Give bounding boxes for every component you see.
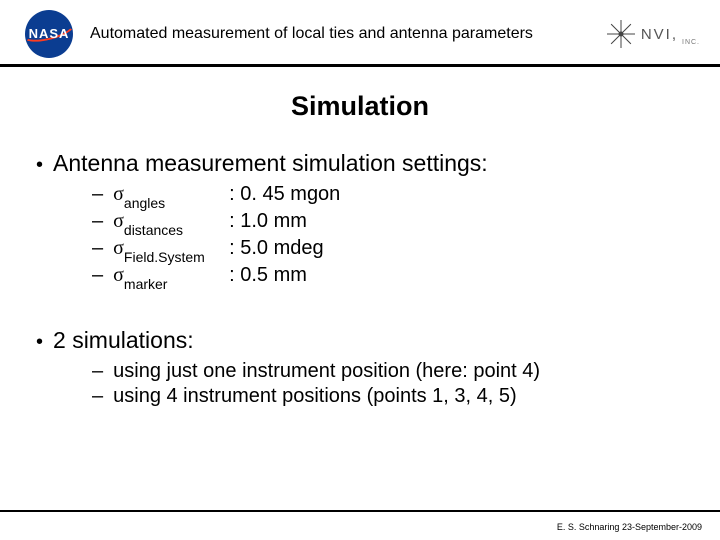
bullet-dot-icon: • xyxy=(36,155,43,175)
sigma-value: : 0. 45 mgon xyxy=(229,183,340,206)
dash-icon: – xyxy=(92,264,103,287)
content: • Antenna measurement simulation setting… xyxy=(0,122,720,408)
bullet-settings-text: Antenna measurement simulation settings: xyxy=(53,150,488,177)
sigma-value: : 5.0 mdeg xyxy=(229,237,324,260)
bullet-simulations-text: 2 simulations: xyxy=(53,327,194,354)
list-item: – σField.System : 5.0 mdeg xyxy=(92,237,684,262)
sigma-sub: angles xyxy=(124,195,165,211)
simulations-list: – using just one instrument position (he… xyxy=(92,360,684,408)
page-title: Simulation xyxy=(0,91,720,122)
list-item: – σdistances : 1.0 mm xyxy=(92,210,684,235)
list-item: – using 4 instrument positions (points 1… xyxy=(92,385,684,408)
list-item: – using just one instrument position (he… xyxy=(92,360,684,383)
sigma-sub: distances xyxy=(124,222,183,238)
nasa-logo-text: NASA xyxy=(20,26,78,41)
list-item: – σangles : 0. 45 mgon xyxy=(92,183,684,208)
bullet-settings: • Antenna measurement simulation setting… xyxy=(36,150,684,177)
list-item: – σmarker : 0.5 mm xyxy=(92,264,684,289)
header-title: Automated measurement of local ties and … xyxy=(90,25,533,43)
header: NASA Automated measurement of local ties… xyxy=(0,0,720,67)
footer-text: E. S. Schnaring 23-September-2009 xyxy=(557,522,702,532)
header-left: NASA Automated measurement of local ties… xyxy=(20,10,533,58)
settings-list: – σangles : 0. 45 mgon – σdistances : 1.… xyxy=(92,183,684,289)
sigma-value: : 1.0 mm xyxy=(229,210,307,233)
bullet-dot-icon: • xyxy=(36,332,43,352)
nvi-text: NVI, xyxy=(641,26,678,43)
sigma-sub: Field.System xyxy=(124,249,205,265)
star-burst-icon xyxy=(607,20,635,48)
sigma-value: : 0.5 mm xyxy=(229,264,307,287)
nvi-sub: INC. xyxy=(682,39,700,46)
dash-icon: – xyxy=(92,385,103,408)
bullet-simulations: • 2 simulations: xyxy=(36,327,684,354)
slide: NASA Automated measurement of local ties… xyxy=(0,0,720,540)
sigma-sub: marker xyxy=(124,276,168,292)
sim-item-text: using 4 instrument positions (points 1, … xyxy=(113,385,517,408)
dash-icon: – xyxy=(92,210,103,233)
footer-divider xyxy=(0,510,720,512)
dash-icon: – xyxy=(92,183,103,206)
nvi-logo-icon: NVI, INC. xyxy=(607,20,700,48)
sim-item-text: using just one instrument position (here… xyxy=(113,360,540,383)
dash-icon: – xyxy=(92,237,103,260)
nasa-logo-icon: NASA xyxy=(20,10,78,58)
dash-icon: – xyxy=(92,360,103,383)
